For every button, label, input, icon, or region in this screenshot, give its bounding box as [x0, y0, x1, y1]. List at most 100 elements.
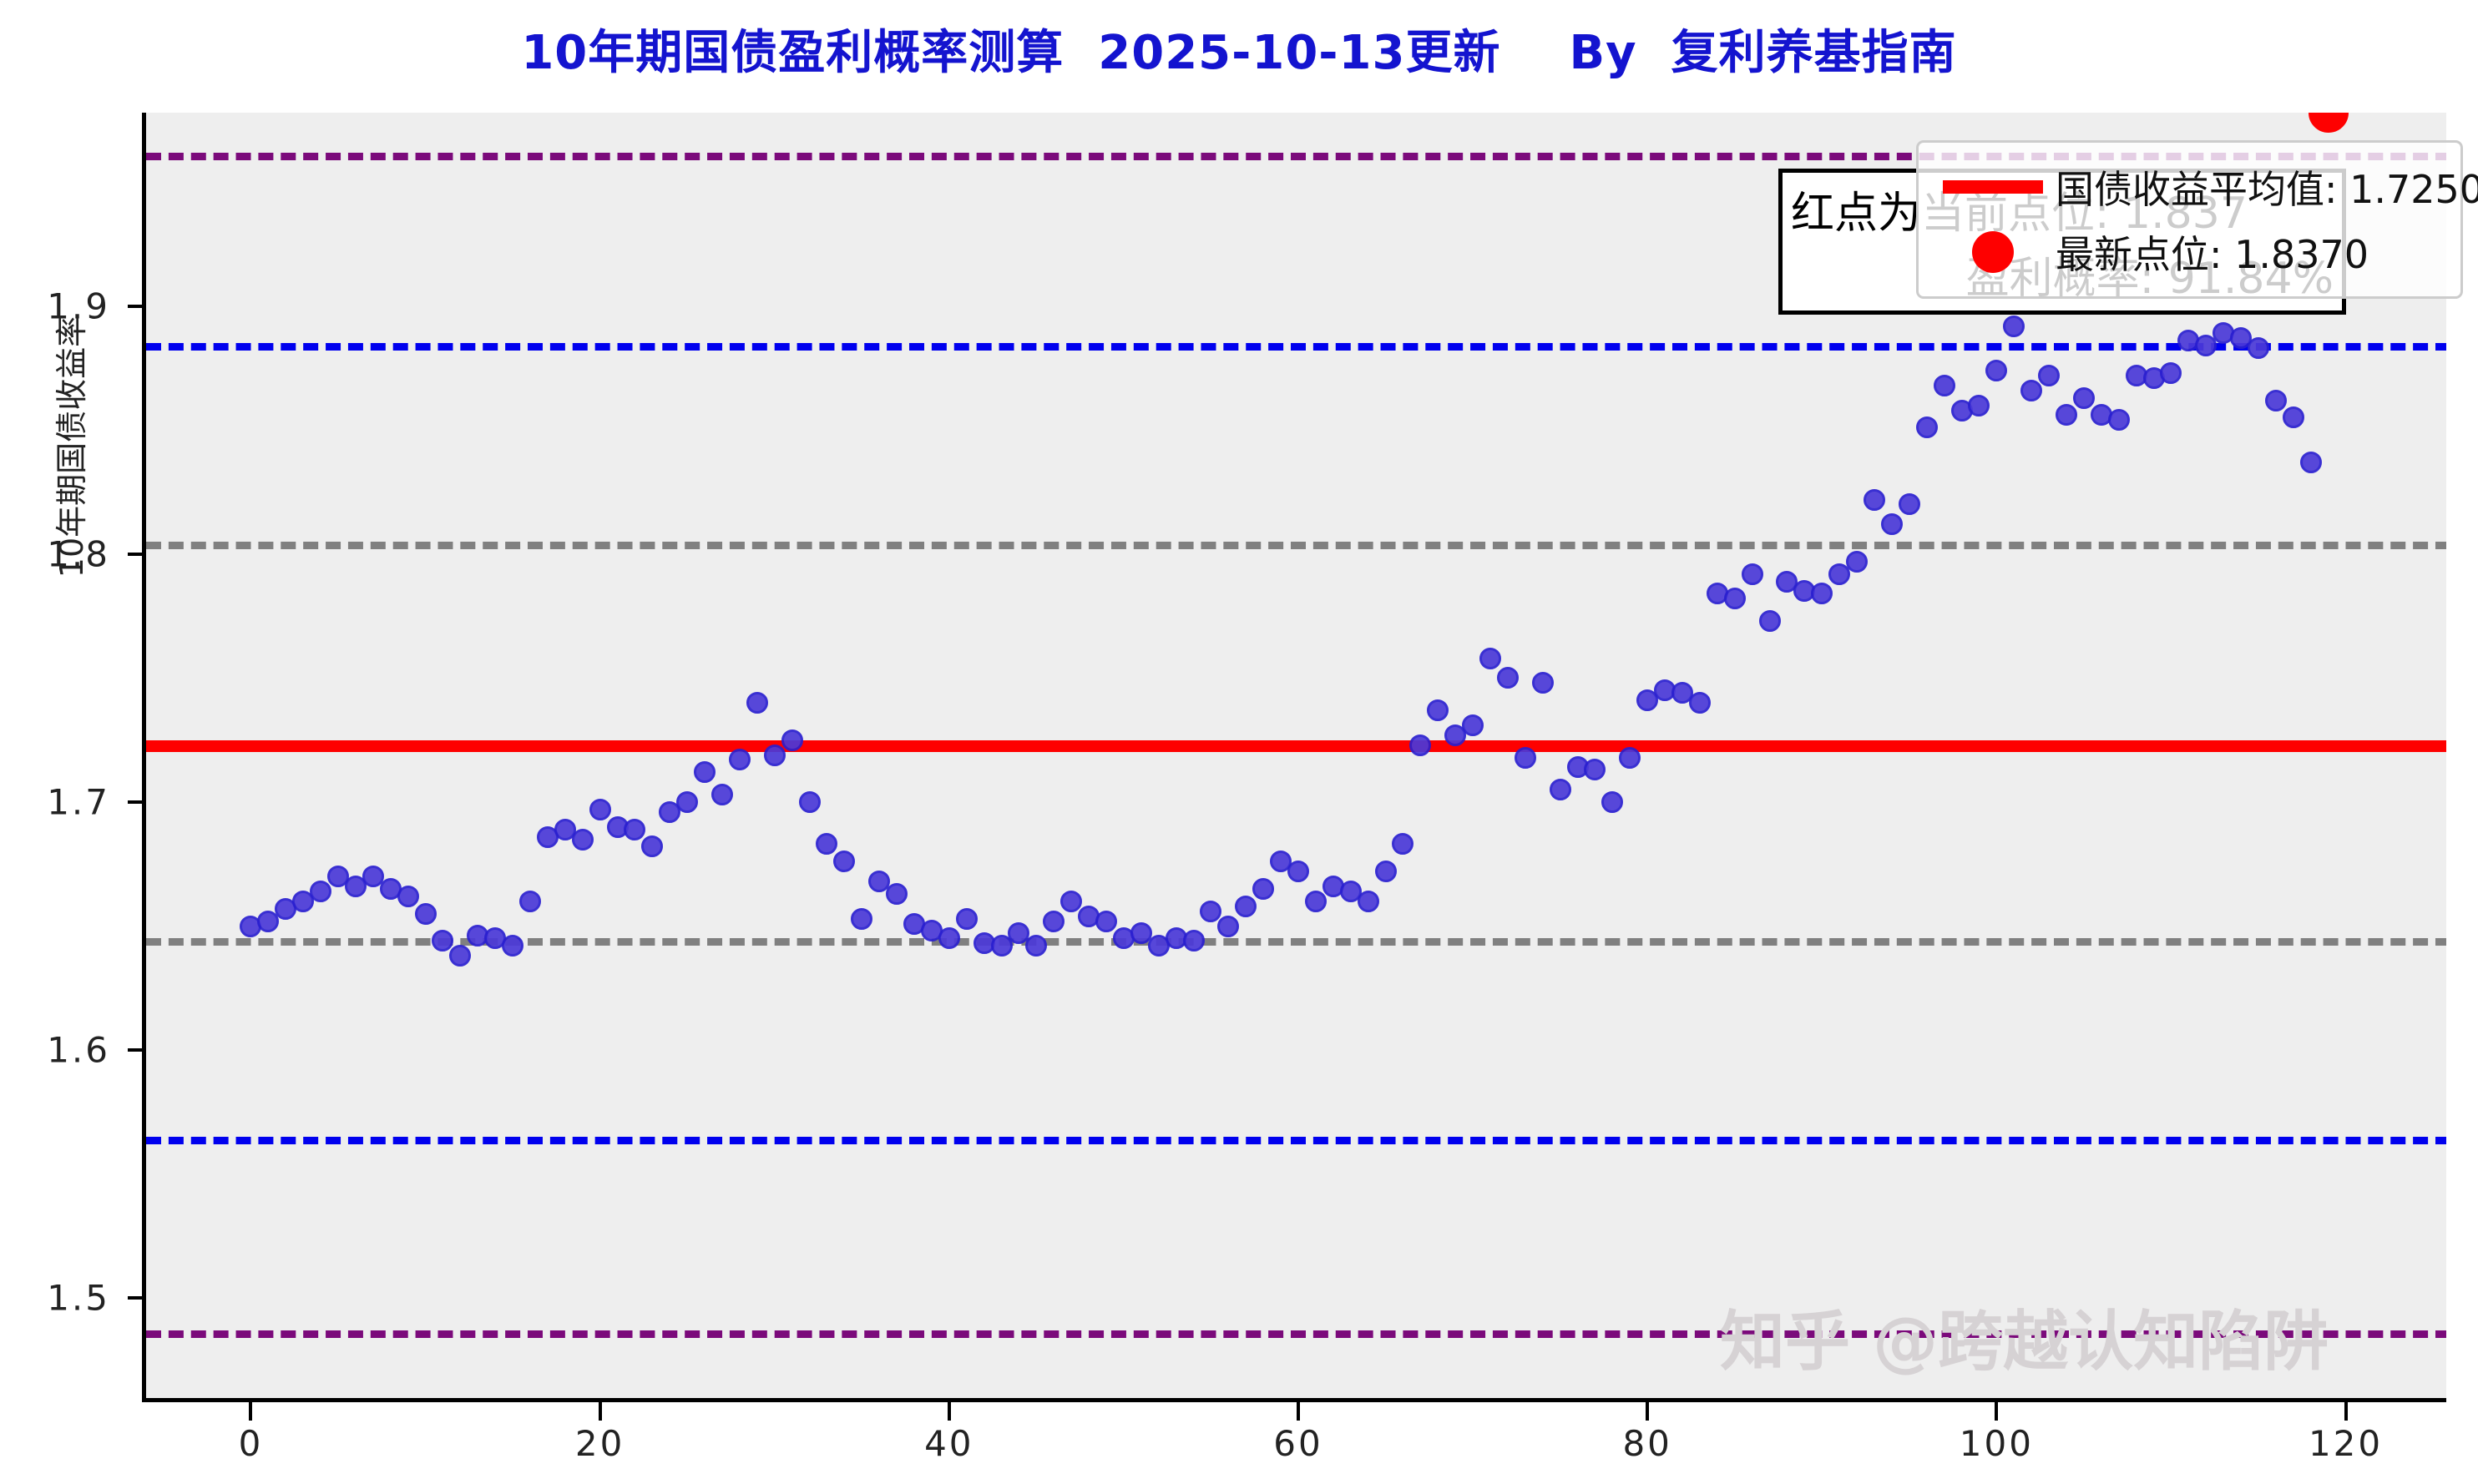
scatter-point	[2072, 386, 2095, 409]
scatter-point	[1008, 922, 1030, 945]
reference-line--3std	[146, 1330, 2446, 1338]
scatter-point	[2264, 389, 2287, 411]
reference-line-mean	[146, 739, 2446, 752]
scatter-point	[1898, 493, 1920, 516]
scatter-point	[1933, 374, 1955, 396]
y-axis-label: 10年期国债收益率	[53, 315, 90, 578]
scatter-point	[1252, 877, 1275, 900]
scatter-point	[868, 871, 891, 893]
scatter-point	[327, 866, 349, 888]
scatter-point	[1182, 930, 1205, 952]
scatter-point	[1619, 746, 1641, 769]
x-tick-label: 40	[924, 1423, 974, 1464]
scatter-point	[1462, 714, 1484, 736]
scatter-point	[1584, 759, 1606, 781]
scatter-point	[1601, 790, 1624, 813]
scatter-point	[1846, 550, 1869, 573]
x-tick-mark	[598, 1402, 602, 1421]
scatter-point	[798, 790, 821, 813]
plot-canvas	[146, 113, 2446, 1398]
scatter-point	[711, 784, 733, 806]
scatter-point	[571, 828, 594, 851]
legend-dot-swatch	[1972, 231, 2014, 273]
scatter-point	[2038, 364, 2061, 386]
x-tick-mark	[947, 1402, 951, 1421]
scatter-point	[1235, 895, 1257, 917]
scatter-point	[1043, 910, 1065, 932]
scatter-point	[414, 902, 437, 925]
scatter-point	[1304, 890, 1327, 912]
scatter-point	[1095, 910, 1117, 932]
y-tick-label: 1.7	[47, 781, 110, 823]
scatter-point	[589, 798, 611, 820]
scatter-point	[728, 749, 751, 771]
scatter-point	[1985, 360, 2008, 381]
scatter-point	[1758, 610, 1781, 633]
scatter-point	[1444, 724, 1467, 746]
y-tick-mark	[128, 304, 146, 308]
scatter-point	[1496, 667, 1519, 689]
scatter-point	[1409, 734, 1432, 756]
y-tick-mark	[128, 552, 146, 556]
x-tick-label: 80	[1622, 1423, 1672, 1464]
x-tick-mark	[1995, 1402, 1999, 1421]
scatter-point	[1531, 672, 1554, 694]
scatter-point	[694, 761, 716, 784]
legend: 国债收益平均值: 1.7250 最新点位: 1.8370	[1916, 140, 2478, 299]
scatter-point	[449, 945, 472, 967]
scatter-point	[763, 744, 786, 766]
scatter-point	[432, 930, 454, 952]
legend-label: 国债收益平均值: 1.7250	[2056, 167, 2478, 212]
scatter-point	[1880, 513, 1903, 536]
page-title: 10年期国债盈利概率测算 2025-10-13更新 By 复利养基指南	[521, 26, 1957, 80]
scatter-point	[1968, 394, 1990, 416]
y-tick-label: 1.5	[47, 1277, 110, 1319]
x-tick-mark	[249, 1402, 253, 1421]
scatter-point	[746, 692, 768, 714]
reference-line-+1std	[146, 542, 2446, 549]
scatter-point	[1811, 583, 1833, 605]
scatter-point	[641, 835, 664, 858]
scatter-point	[1025, 935, 1048, 957]
legend-item: 最新点位: 1.8370	[1930, 220, 2445, 285]
scatter-point	[1200, 900, 1222, 922]
scatter-point	[1514, 746, 1536, 769]
y-tick-label: 1.6	[47, 1029, 110, 1071]
scatter-point	[938, 927, 960, 950]
scatter-point	[362, 866, 384, 888]
scatter-point	[676, 790, 699, 813]
scatter-point	[833, 851, 856, 873]
x-tick-mark	[2344, 1402, 2348, 1421]
legend-label: 最新点位: 1.8370	[2056, 232, 2369, 277]
y-tick-mark	[128, 1048, 146, 1052]
x-tick-label: 120	[2308, 1423, 2384, 1464]
scatter-point	[851, 907, 873, 930]
y-tick-label: 1.9	[47, 285, 110, 327]
reference-line--2std	[146, 1137, 2446, 1145]
scatter-point	[2056, 404, 2077, 427]
scatter-point	[310, 880, 332, 902]
scatter-point	[1915, 416, 1938, 439]
scatter-point	[1287, 861, 1309, 883]
plot-area: 10年期国债收益率 1.5 1.6 1.7 1.8 1.9 0 20 40 60 80 100 120	[47, 113, 2446, 1464]
y-tick-mark	[128, 800, 146, 804]
scatter-point	[1217, 915, 1240, 937]
scatter-point	[2003, 315, 2025, 337]
scatter-point	[519, 890, 541, 912]
x-tick-mark	[1297, 1402, 1300, 1421]
scatter-point	[2282, 406, 2304, 429]
x-tick-label: 20	[574, 1423, 625, 1464]
scatter-point	[1723, 588, 1746, 610]
scatter-point	[1549, 779, 1571, 801]
scatter-point	[886, 882, 908, 905]
scatter-point	[502, 935, 524, 957]
scatter-point	[2160, 361, 2182, 384]
y-tick-label: 1.8	[47, 533, 110, 575]
scatter-point	[2020, 379, 2043, 401]
scatter-point	[1688, 692, 1711, 714]
reference-line-+3std	[146, 152, 2446, 160]
x-tick-label: 0	[238, 1423, 264, 1464]
scatter-point	[2299, 451, 2322, 473]
scatter-point	[955, 907, 978, 930]
